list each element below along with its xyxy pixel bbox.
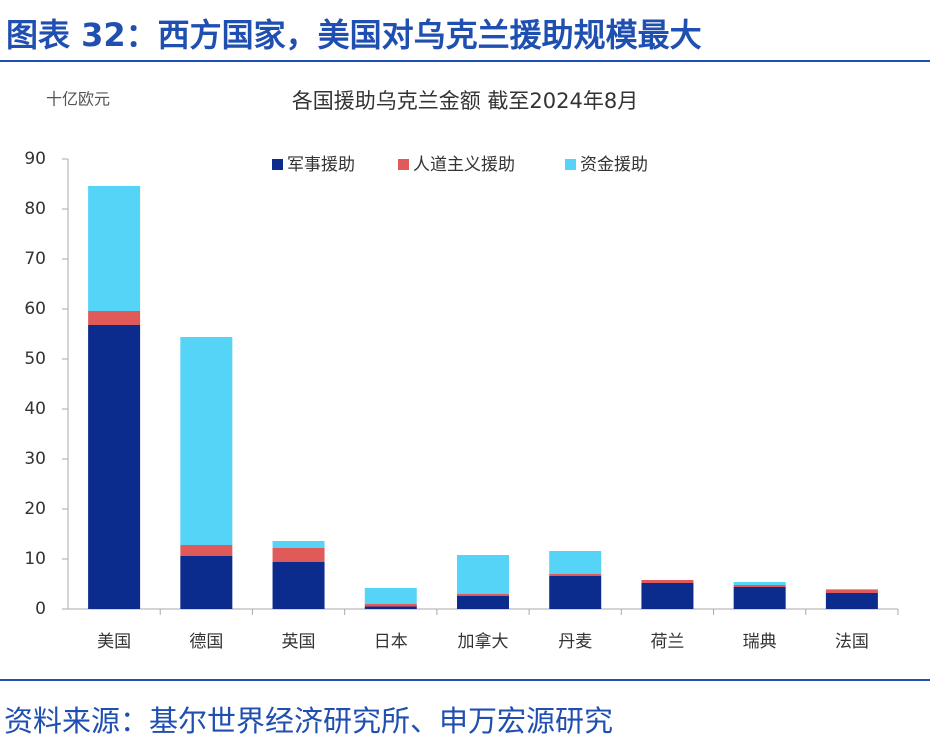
x-tick-label: 瑞典 — [743, 632, 777, 652]
bar-segment — [88, 311, 141, 325]
bar-segment — [180, 556, 233, 609]
y-unit: 十亿欧元 — [46, 90, 110, 109]
bar-segment — [364, 588, 417, 604]
legend-label: 人道主义援助 — [413, 155, 515, 175]
x-tick-label: 日本 — [374, 632, 408, 652]
x-tick-label: 英国 — [282, 632, 316, 652]
y-tick-label: 30 — [24, 449, 46, 469]
chart: 各国援助乌克兰金额 截至2024年8月 十亿欧元 0 10 20 30 40 50 60 70… — [24, 89, 899, 652]
y-tick-label: 40 — [24, 399, 46, 419]
bar-segment — [272, 562, 325, 609]
bar-segment — [457, 596, 509, 609]
bar-segment — [88, 186, 141, 311]
x-tick-label: 法国 — [835, 632, 869, 652]
bar-segment — [825, 589, 878, 590]
bar-segment — [364, 604, 417, 607]
y-tick-label: 80 — [24, 199, 46, 219]
y-tick-label: 10 — [24, 549, 46, 569]
legend-swatch — [398, 159, 409, 170]
legend-label: 军事援助 — [287, 155, 355, 175]
bar-segment — [457, 594, 509, 596]
bar-segment — [180, 545, 233, 556]
bar-segment — [549, 551, 602, 574]
bar-segment — [272, 548, 325, 562]
rule — [0, 679, 930, 681]
legend-label: 资金援助 — [580, 155, 648, 175]
bar-segment — [549, 576, 602, 609]
source: 资料来源：基尔世界经济研究所、申万宏源研究 — [4, 704, 614, 738]
y-tick-label: 0 — [35, 599, 46, 619]
x-tick-label: 美国 — [97, 632, 131, 652]
legend-swatch — [272, 159, 283, 170]
legend-swatch — [565, 159, 576, 170]
x-tick-label: 丹麦 — [558, 632, 592, 652]
header-title: 图表 32：西方国家，美国对乌克兰援助规模最大 — [6, 16, 702, 54]
bar-segment — [825, 593, 878, 609]
bar-segment — [549, 574, 602, 576]
y-tick-label: 50 — [24, 349, 46, 369]
y-tick-label: 90 — [24, 149, 46, 169]
chart-title: 各国援助乌克兰金额 截至2024年8月 — [292, 89, 638, 113]
x-tick-label: 加拿大 — [458, 631, 509, 652]
bar-segment — [272, 541, 325, 548]
bar-segment — [825, 590, 878, 593]
y-tick-label: 20 — [24, 499, 46, 519]
bar-segment — [733, 587, 786, 609]
y-tick-label: 60 — [24, 299, 46, 319]
x-tick-label: 荷兰 — [650, 632, 684, 652]
bar-segment — [364, 606, 417, 609]
bar-segment — [180, 337, 233, 545]
bar-segment — [641, 580, 694, 583]
bar-segment — [641, 583, 694, 609]
bar-segment — [733, 585, 786, 587]
bar-segment — [733, 582, 786, 585]
bar-segment — [457, 555, 509, 594]
rule — [0, 60, 930, 62]
y-tick-label: 70 — [24, 249, 46, 269]
x-tick-label: 德国 — [189, 632, 223, 652]
bar-segment — [88, 325, 141, 609]
